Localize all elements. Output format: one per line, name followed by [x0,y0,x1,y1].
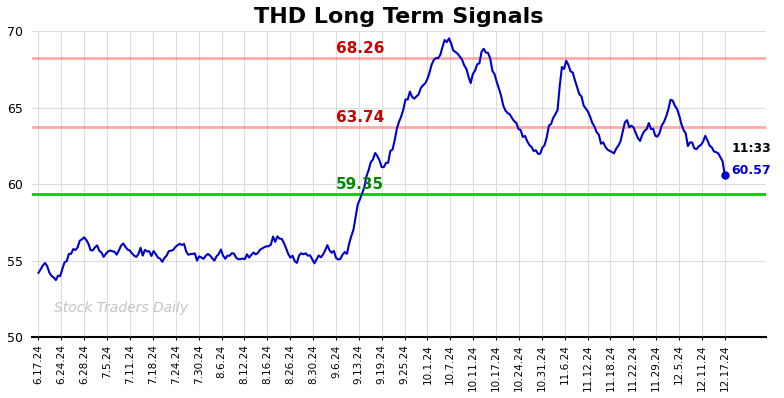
Text: 59.35: 59.35 [336,177,384,192]
Text: 63.74: 63.74 [336,109,384,125]
Text: 11:33: 11:33 [731,142,771,156]
Text: 60.57: 60.57 [731,164,771,177]
Text: Stock Traders Daily: Stock Traders Daily [54,301,188,316]
Title: THD Long Term Signals: THD Long Term Signals [254,7,544,27]
Text: 68.26: 68.26 [336,41,384,55]
